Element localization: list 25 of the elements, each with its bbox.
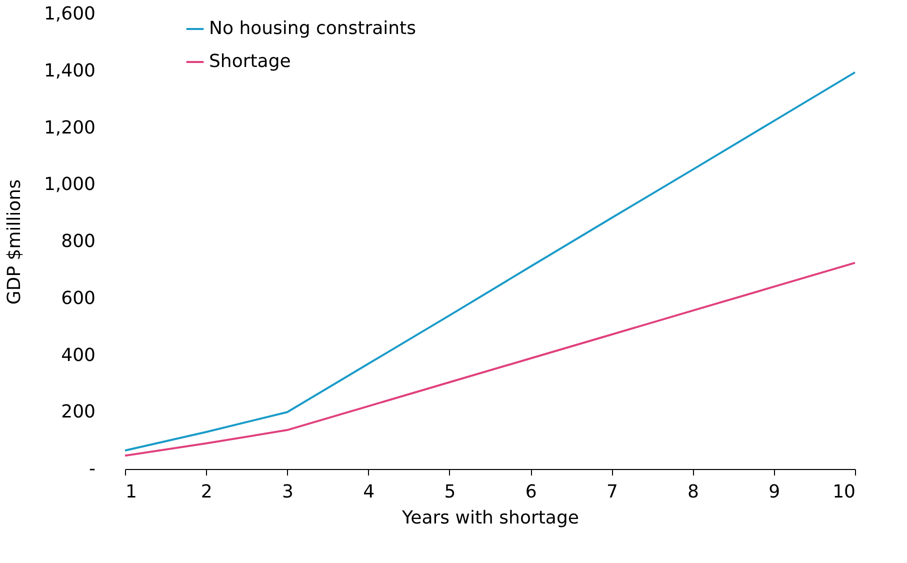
x-tick-label: 9 bbox=[768, 482, 780, 502]
y-tick-label: 200 bbox=[61, 402, 96, 423]
x-tick-label: 8 bbox=[688, 482, 700, 502]
y-tick-label: 1,600 bbox=[44, 4, 96, 24]
x-tick-label: 6 bbox=[525, 482, 537, 502]
line-series bbox=[124, 262, 856, 457]
x-tick-label: 4 bbox=[363, 482, 375, 502]
y-tick-label: 400 bbox=[61, 344, 96, 366]
x-axis-title: Years with shortage bbox=[401, 508, 579, 528]
x-tick-label: 5 bbox=[444, 482, 456, 502]
y-tick-label: 600 bbox=[61, 288, 96, 309]
y-tick-label: 1,200 bbox=[44, 117, 96, 138]
legend-label: Shortage bbox=[209, 51, 291, 72]
x-tick-label: 2 bbox=[200, 482, 212, 502]
line-series bbox=[124, 71, 856, 452]
y-tick-label: 1,400 bbox=[44, 60, 96, 82]
y-tick-label: - bbox=[89, 458, 96, 480]
y-tick-label: 1,000 bbox=[44, 174, 96, 196]
x-tick-label: 10 bbox=[832, 482, 856, 502]
legend-label: No housing constraints bbox=[209, 18, 416, 39]
y-tick-label: 800 bbox=[61, 231, 96, 252]
x-tick-label: 7 bbox=[606, 482, 618, 502]
y-axis-title: GDP $millions bbox=[4, 179, 25, 305]
x-tick-label: 3 bbox=[282, 482, 294, 502]
x-tick-label: 1 bbox=[126, 482, 137, 502]
